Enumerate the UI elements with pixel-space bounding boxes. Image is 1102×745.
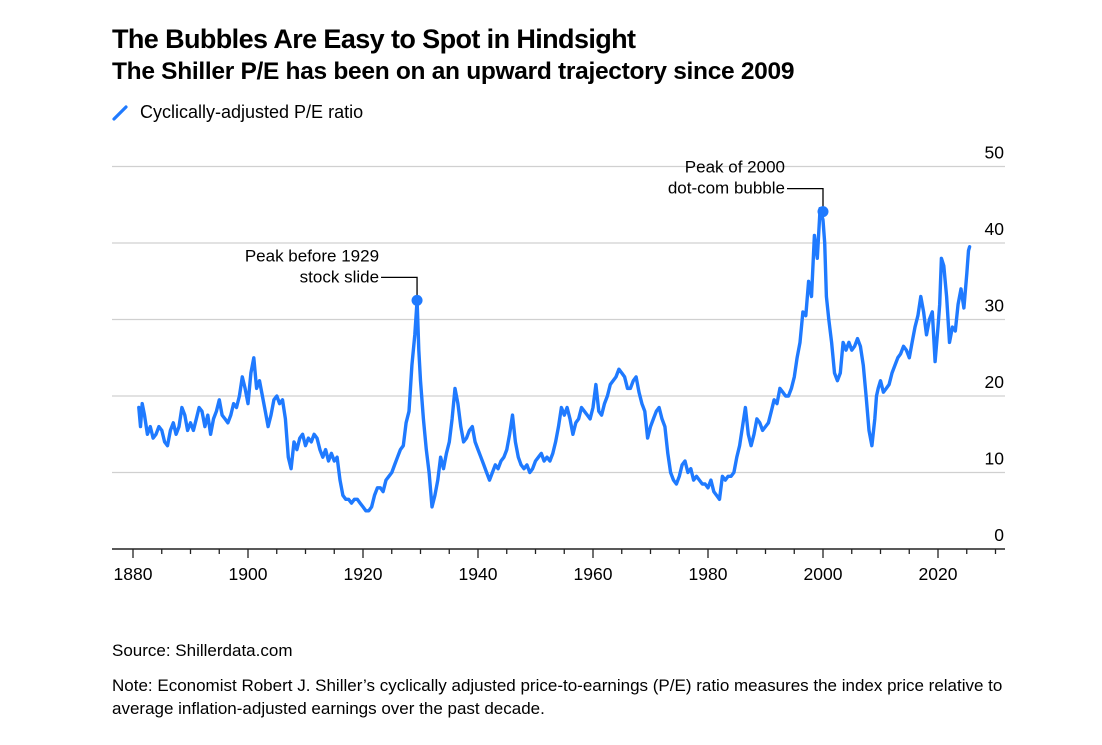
legend-label: Cyclically-adjusted P/E ratio	[140, 102, 364, 122]
annotation-leader-line	[787, 187, 824, 212]
x-tick-label: 1960	[574, 564, 613, 584]
y-tick-label: 50	[985, 143, 1005, 163]
series-line-cape	[137, 206, 972, 513]
legend-line-icon	[112, 104, 128, 121]
x-tick-label: 1940	[459, 564, 498, 584]
chart-subtitle: The Shiller P/E has been on an upward tr…	[112, 58, 795, 85]
annotation-leader-line	[381, 276, 418, 301]
source-note: Source: Shillerdata.com	[112, 641, 293, 660]
footnote: Note: Economist Robert J. Shiller’s cycl…	[112, 676, 1003, 718]
x-tick-label: 1980	[689, 564, 728, 584]
annotation-marker	[817, 206, 829, 218]
x-tick-label: 1900	[229, 564, 268, 584]
annotation-label: Peak before 1929	[245, 246, 379, 265]
series-layer	[137, 206, 972, 513]
annotation-label: dot-com bubble	[668, 179, 785, 198]
y-axis: 0 10 20 30 40 50	[985, 143, 1005, 546]
legend: Cyclically-adjusted P/E ratio	[112, 102, 363, 123]
y-tick-label: 10	[985, 449, 1005, 469]
y-tick-label: 40	[985, 219, 1005, 239]
x-tick-label: 2020	[919, 564, 958, 584]
x-tick-label: 1920	[344, 564, 383, 584]
annotations-layer: Peak before 1929 stock slide Peak of 2000 d…	[245, 158, 829, 306]
y-tick-label: 0	[994, 525, 1004, 545]
annotation-label: stock slide	[300, 267, 379, 286]
x-axis: 1880 1900 1920 1940 1960 1980 2000 2020	[112, 548, 1005, 584]
annotation-marker	[411, 294, 423, 306]
x-tick-label: 2000	[804, 564, 843, 584]
y-tick-label: 20	[985, 372, 1005, 392]
x-tick-label: 1880	[114, 564, 153, 584]
chart-title: The Bubbles Are Easy to Spot in Hindsigh…	[112, 24, 636, 54]
y-tick-label: 30	[985, 296, 1005, 316]
annotation-label: Peak of 2000	[685, 158, 785, 177]
